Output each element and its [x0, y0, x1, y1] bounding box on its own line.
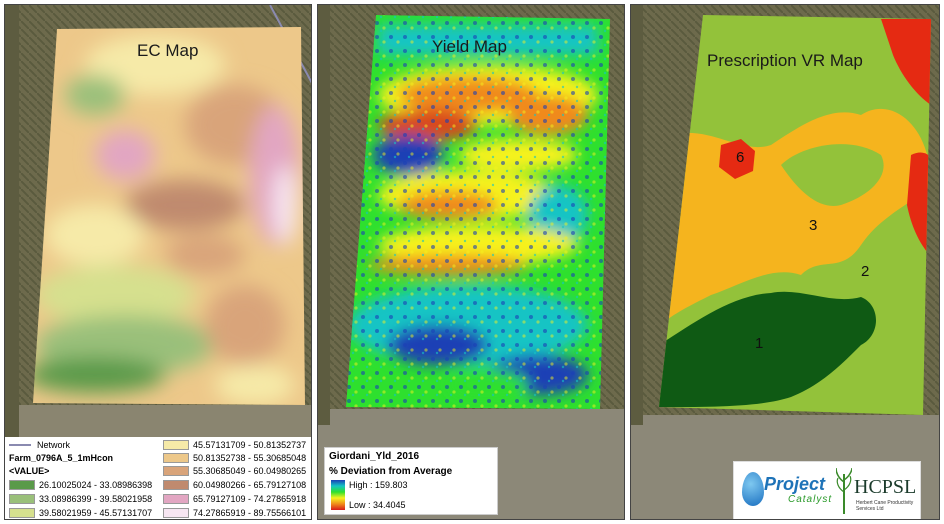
logo-hcpsl-text: HCPSL: [854, 476, 917, 498]
logo-hcpsl-subtext: Herbert Cane Productivity Services Ltd: [856, 500, 914, 512]
color-swatch: [9, 508, 35, 518]
sponsor-logo: Project Catalyst HCPSL Herbert Cane Prod…: [733, 461, 921, 519]
high-value: High : 159.803: [349, 480, 408, 490]
color-swatch: [163, 440, 189, 450]
legend-class: 74.27865919 - 89.75566101: [163, 507, 306, 519]
zone-2-inner: [781, 144, 884, 206]
zone-label-1: 1: [755, 335, 764, 352]
zone-label-6: 6: [736, 149, 745, 166]
yield-map-image: [318, 5, 624, 519]
zone-label-3: 3: [809, 217, 818, 234]
legend-class: 55.30685049 - 60.04980265: [163, 465, 306, 477]
network-label: Network: [37, 440, 71, 450]
legend-class: 50.81352738 - 55.30685048: [163, 452, 306, 464]
logo-project-text: Project: [764, 474, 826, 494]
zone-6-edge-right: [907, 152, 931, 265]
color-ramp: [331, 480, 345, 510]
panel-title: EC Map: [137, 41, 199, 60]
zone-6-patch: [719, 139, 755, 179]
color-swatch: [163, 453, 189, 463]
logo-catalyst-text: Catalyst: [788, 494, 833, 505]
low-value: Low : 34.4045: [349, 500, 406, 510]
zone-1-area: [659, 291, 876, 407]
panel-title: Yield Map: [432, 37, 507, 56]
prescription-map-panel: Prescription VR Map 6 3 2 1 Project Cata…: [630, 4, 940, 520]
color-swatch: [9, 480, 35, 490]
legend-class: 65.79127109 - 74.27865918: [163, 493, 306, 505]
layer-name: Farm_0796A_5_1mHcon: [9, 453, 114, 463]
ec-map-image: [5, 5, 311, 519]
layer-name: Giordani_Yld_2016: [329, 451, 420, 462]
panel-title: Prescription VR Map: [707, 51, 863, 70]
value-header: <VALUE>: [9, 466, 50, 476]
legend-class: 33.08986399 - 39.58021958: [9, 493, 152, 505]
yield-map-panel: Yield Map Giordani_Yld_2016 % Deviation …: [317, 4, 625, 520]
legend-class: 39.58021959 - 45.57131707: [9, 507, 152, 519]
zone-6-edge: [881, 19, 931, 105]
ec-legend: Network Farm_0796A_5_1mHcon <VALUE> 26.1…: [5, 437, 311, 519]
color-swatch: [163, 466, 189, 476]
ec-map-panel: EC Map Network Farm_0796A_5_1mHcon <VALU…: [4, 4, 312, 520]
yield-legend: Giordani_Yld_2016 % Deviation from Avera…: [324, 447, 498, 515]
water-drop-icon: [742, 472, 764, 506]
sugarcane-icon: [836, 468, 852, 514]
legend-subtitle: % Deviation from Average: [329, 466, 453, 477]
legend-class: 45.57131709 - 50.81352737: [163, 439, 306, 451]
color-swatch: [163, 494, 189, 504]
zone-label-2: 2: [861, 263, 870, 280]
color-swatch: [163, 508, 189, 518]
legend-class: 26.10025024 - 33.08986398: [9, 479, 152, 491]
prescription-map-image: [631, 5, 939, 519]
color-swatch: [163, 480, 189, 490]
legend-class: 60.04980266 - 65.79127108: [163, 479, 306, 491]
color-swatch: [9, 494, 35, 504]
network-line-icon: [9, 444, 31, 446]
